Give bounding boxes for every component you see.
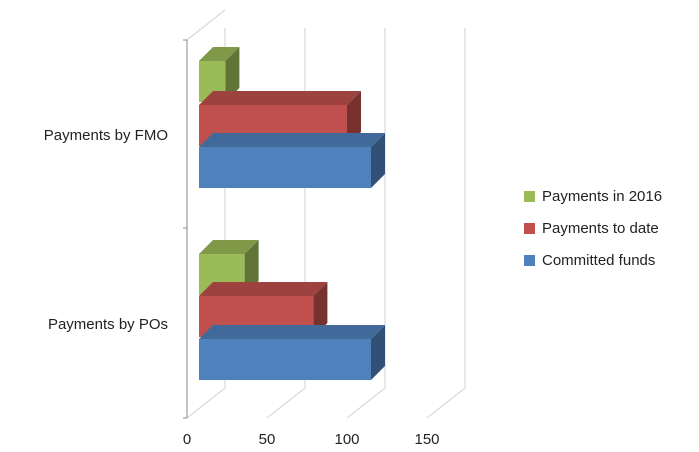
axes (183, 39, 188, 419)
legend-entry: Payments in 2016 (524, 188, 662, 205)
floor-gridline (186, 387, 226, 419)
chart-walls (186, 9, 226, 41)
bar-side-face (371, 133, 385, 188)
bar-top-face (199, 240, 259, 254)
bar-side-face (225, 47, 240, 102)
bar-top-face (199, 47, 240, 61)
bar-front-face (199, 339, 371, 380)
bar-front-face (199, 147, 371, 188)
legend-entry: Committed funds (524, 252, 655, 269)
legend-label: Committed funds (542, 252, 655, 269)
legend-label: Payments in 2016 (542, 188, 662, 205)
x-tick-label: 100 (334, 431, 359, 448)
category-label: Payments by FMO (44, 127, 168, 144)
bar-side-face (371, 325, 385, 380)
bar-top-face (199, 325, 385, 339)
legend-swatch (524, 255, 535, 266)
x-tick-label: 50 (259, 431, 276, 448)
bar-payments-in-2016-1 (199, 240, 259, 295)
bars (199, 47, 385, 380)
category-labels: Payments by FMO Payments by POs (44, 127, 168, 333)
x-tick-label: 0 (183, 431, 191, 448)
side-wall-top-edge (186, 9, 226, 41)
bar-committed-funds-0 (199, 133, 385, 188)
x-tick-label: 150 (414, 431, 439, 448)
bar-side-face (244, 240, 259, 295)
bar-side-face (347, 91, 361, 146)
bar-committed-funds-1 (199, 325, 385, 380)
x-tick-labels: 0 50 100 150 (183, 431, 440, 448)
floor-gridline (266, 387, 306, 419)
legend-entry: Payments to date (524, 220, 659, 237)
legend-swatch (524, 223, 535, 234)
category-label: Payments by POs (48, 316, 168, 333)
bar-top-face (199, 91, 361, 105)
legend: Payments in 2016 Payments to date Committe… (524, 188, 662, 269)
legend-label: Payments to date (542, 220, 659, 237)
legend-swatch (524, 191, 535, 202)
bar-top-face (199, 133, 385, 147)
bar-side-face (313, 282, 328, 337)
bar-top-face (199, 282, 328, 296)
floor-gridline (426, 387, 466, 419)
floor-gridline (346, 387, 386, 419)
